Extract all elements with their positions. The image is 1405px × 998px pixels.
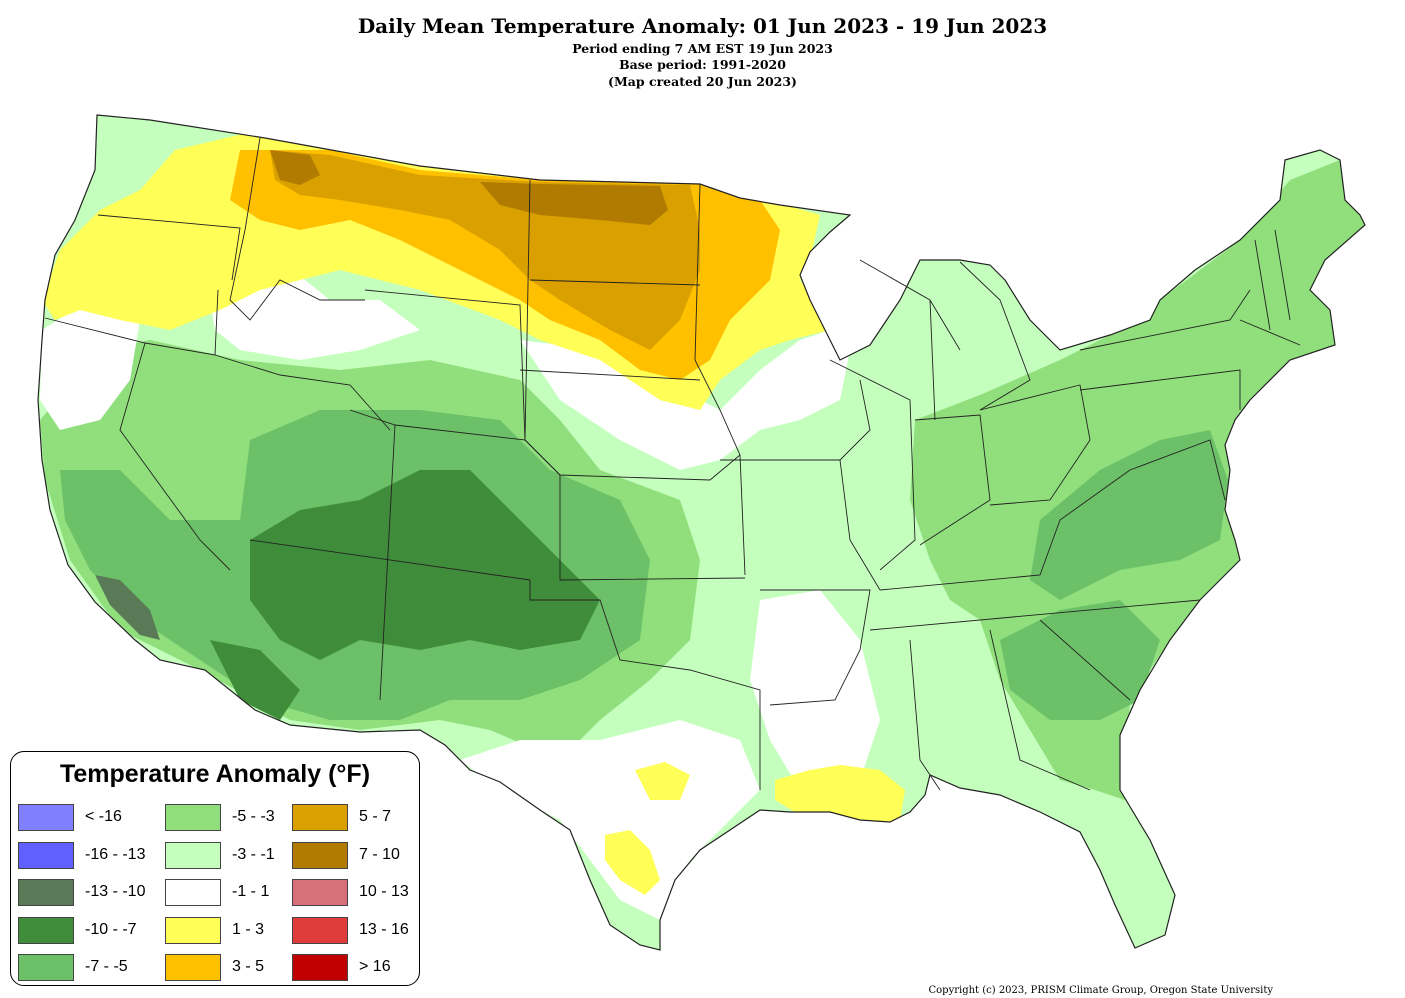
anomaly-zone-pnw-coast	[40, 300, 140, 430]
conus-outline	[37, 114, 1366, 951]
legend-swatch	[165, 842, 221, 869]
legend-title: Temperature Anomaly (°F)	[59, 760, 371, 788]
map-legend: Temperature Anomaly (°F) < -16 -16 - -13 -…	[10, 751, 420, 986]
legend-label: 3 - 5	[232, 958, 265, 975]
legend-label: -1 - 1	[232, 883, 270, 900]
legend-swatch	[165, 954, 221, 981]
legend-swatch	[18, 879, 74, 906]
legend-label: > 16	[359, 958, 391, 975]
legend-label: 10 - 13	[359, 883, 409, 900]
legend-swatch	[165, 804, 221, 831]
legend-label: -16 - -13	[85, 846, 146, 863]
legend-label: 13 - 16	[359, 921, 409, 938]
anomaly-zone-south-texas-warm	[605, 830, 660, 895]
anomaly-zone-central-texas-warm	[635, 762, 690, 800]
legend-label: -10 - -7	[85, 921, 137, 938]
legend-label: 1 - 3	[232, 921, 265, 938]
legend-label: 7 - 10	[359, 846, 400, 863]
map-subtitle-period: Period ending 7 AM EST 19 Jun 2023	[572, 41, 833, 56]
legend-swatch	[292, 842, 348, 869]
legend-swatch	[18, 842, 74, 869]
map-subtitle-base: Base period: 1991-2020	[619, 57, 786, 72]
legend-swatch	[292, 917, 348, 944]
state-boundaries	[44, 137, 1301, 791]
anomaly-zone-north-dakota-hot	[480, 182, 668, 225]
legend-swatch	[292, 804, 348, 831]
anomaly-zone-arizona	[210, 640, 300, 720]
legend-label: -7 - -5	[85, 958, 128, 975]
legend-swatch	[18, 954, 74, 981]
legend-swatch	[292, 954, 348, 981]
legend-label: < -16	[85, 808, 122, 825]
anomaly-zone-appalachia	[1030, 430, 1228, 600]
anomaly-zone-south-central-neutral	[750, 590, 880, 790]
anomaly-zone-montana-hot	[270, 150, 320, 185]
legend-label: -13 - -10	[85, 883, 146, 900]
copyright-notice: Copyright (c) 2023, PRISM Climate Group,…	[928, 985, 1274, 996]
anomaly-zone-socal	[95, 575, 160, 640]
legend-swatch	[18, 917, 74, 944]
legend-swatch	[165, 879, 221, 906]
legend-label: 5 - 7	[359, 808, 392, 825]
map-title: Daily Mean Temperature Anomaly: 01 Jun 2…	[357, 14, 1048, 38]
legend-label: -3 - -1	[232, 846, 275, 863]
map-subtitle-created: (Map created 20 Jun 2023)	[608, 74, 797, 89]
legend-swatch	[18, 804, 74, 831]
anomaly-zone-louisiana-warm	[775, 765, 905, 828]
legend-swatch	[165, 917, 221, 944]
anomaly-zone-georgia	[1000, 600, 1160, 720]
legend-swatch	[292, 879, 348, 906]
legend-label: -5 - -3	[232, 808, 275, 825]
